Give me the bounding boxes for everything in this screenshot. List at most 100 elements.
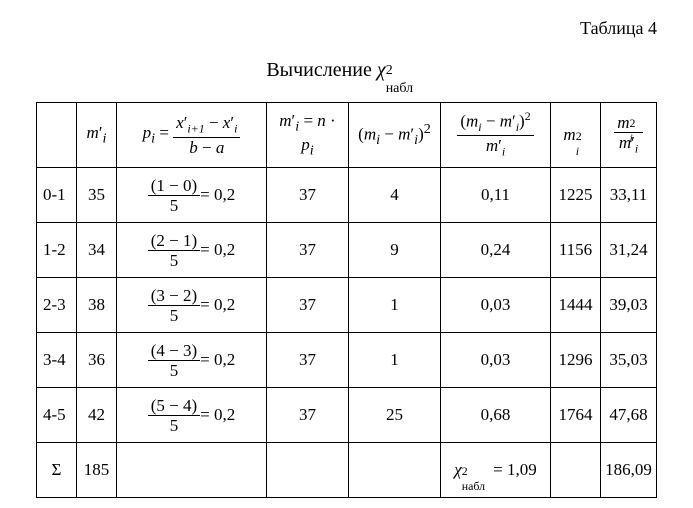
h6-sup: 2 — [576, 129, 582, 144]
table-body: 0-135(1 − 0)5 = 0,23740,11122533,111-234… — [37, 168, 657, 498]
sum-sigma: Σ — [37, 443, 77, 498]
header-row: m′i pi = x′i+1 − x′i b − a m′i = n · pi — [37, 103, 657, 168]
header-empty — [37, 103, 77, 168]
cell-mprime: 38 — [77, 278, 117, 333]
table-row: 1-234(2 − 1)5 = 0,23790,24115631,24 — [37, 223, 657, 278]
cell-quot: 31,24 — [601, 223, 657, 278]
h1-base: m — [87, 123, 99, 142]
h2-x2s: i — [234, 122, 237, 136]
title-sub: набл — [386, 81, 413, 97]
cell-range: 1-2 — [37, 223, 77, 278]
h7-nsub: i — [630, 133, 633, 145]
cell-quot: 39,03 — [601, 278, 657, 333]
h1-sub: i — [103, 130, 107, 146]
cell-mprime: 35 — [77, 168, 117, 223]
table-row: 3-436(4 − 3)5 = 0,23710,03129635,03 — [37, 333, 657, 388]
title-sup: 2 — [386, 63, 393, 79]
cell-quot: 33,11 — [601, 168, 657, 223]
h7-nsup: 2 — [630, 118, 636, 130]
cell-pi: (4 − 3)5 = 0,2 — [117, 333, 267, 388]
h3-m: m — [279, 111, 291, 130]
cell-ratio: 0,03 — [441, 278, 551, 333]
h4-sup: 2 — [424, 121, 431, 137]
cell-m2: 1156 — [551, 223, 601, 278]
cell-ratio: 0,03 — [441, 333, 551, 388]
h5-dm: m — [486, 136, 498, 155]
sum-quot: 186,09 — [601, 443, 657, 498]
cell-sq: 1 — [349, 278, 441, 333]
cell-ratio: 0,68 — [441, 388, 551, 443]
cell-mprime: 42 — [77, 388, 117, 443]
sum-m2 — [551, 443, 601, 498]
cell-mprime: 34 — [77, 223, 117, 278]
h2-min: − — [205, 113, 223, 132]
cell-m2: 1764 — [551, 388, 601, 443]
cell-np: 37 — [267, 168, 349, 223]
cell-sq: 1 — [349, 333, 441, 388]
h3-dot: · — [326, 111, 336, 130]
h7-ds: i — [635, 142, 638, 156]
h2-x1: x — [176, 113, 184, 132]
cell-range: 3-4 — [37, 333, 77, 388]
h6-sub: i — [576, 144, 579, 159]
cell-range: 0-1 — [37, 168, 77, 223]
cell-np: 37 — [267, 278, 349, 333]
cell-np: 37 — [267, 223, 349, 278]
h2-dm: − — [198, 138, 216, 157]
h2-b: b — [189, 138, 198, 157]
sum-pi — [117, 443, 267, 498]
sum-np — [267, 443, 349, 498]
h5-sup: 2 — [525, 109, 531, 123]
cell-quot: 35,03 — [601, 333, 657, 388]
cell-pi: (2 − 1)5 = 0,2 — [117, 223, 267, 278]
cell-pi: (3 − 2)5 = 0,2 — [117, 278, 267, 333]
cell-ratio: 0,11 — [441, 168, 551, 223]
h3-p: p — [301, 135, 310, 154]
h4-m2: m — [398, 125, 410, 144]
title-prefix: Вычисление — [266, 59, 377, 81]
cell-m2: 1225 — [551, 168, 601, 223]
header-ratio: (mi − m′i)2 m′i — [441, 103, 551, 168]
cell-sq: 25 — [349, 388, 441, 443]
h5-ds: i — [502, 145, 505, 159]
h3-ps: i — [310, 142, 314, 158]
h2-p: p — [143, 123, 152, 142]
cell-range: 4-5 — [37, 388, 77, 443]
header-pi-formula: pi = x′i+1 − x′i b − a — [117, 103, 267, 168]
header-quotient: m2i m′i — [601, 103, 657, 168]
h2-a: a — [216, 138, 225, 157]
h5-m2: m — [500, 112, 512, 131]
cell-sq: 9 — [349, 223, 441, 278]
cell-m2: 1296 — [551, 333, 601, 388]
header-m-sq: m2i — [551, 103, 601, 168]
table-row: 2-338(3 − 2)5 = 0,23710,03144439,03 — [37, 278, 657, 333]
h3-eq: = — [299, 111, 317, 130]
header-m-np: m′i = n · pi — [267, 103, 349, 168]
chi-table: m′i pi = x′i+1 − x′i b − a m′i = n · pi — [36, 102, 657, 498]
cell-np: 37 — [267, 333, 349, 388]
header-diff-sq: (mi − m′i)2 — [349, 103, 441, 168]
sum-row: Σ185χ2набл = 1,09186,09 — [37, 443, 657, 498]
h3-n: n — [317, 111, 326, 130]
sum-sq — [349, 443, 441, 498]
title-chi: χ — [377, 59, 386, 81]
cell-quot: 47,68 — [601, 388, 657, 443]
h6-m: m — [563, 125, 575, 144]
title: Вычисление χ2набл — [36, 59, 657, 82]
cell-range: 2-3 — [37, 278, 77, 333]
table-row: 0-135(1 − 0)5 = 0,23740,11122533,11 — [37, 168, 657, 223]
cell-sq: 4 — [349, 168, 441, 223]
h5-min: − — [482, 112, 500, 131]
cell-np: 37 — [267, 388, 349, 443]
h2-x1s: i+1 — [187, 122, 204, 136]
table-row: 4-542(5 − 4)5 = 0,237250,68176447,68 — [37, 388, 657, 443]
cell-mprime: 36 — [77, 333, 117, 388]
h7-nm: m — [617, 113, 629, 132]
sum-mprime: 185 — [77, 443, 117, 498]
cell-ratio: 0,24 — [441, 223, 551, 278]
h5-m1: m — [466, 112, 478, 131]
header-m-prime: m′i — [77, 103, 117, 168]
h4-m1: m — [364, 125, 376, 144]
h2-eq: = — [155, 123, 169, 142]
cell-m2: 1444 — [551, 278, 601, 333]
